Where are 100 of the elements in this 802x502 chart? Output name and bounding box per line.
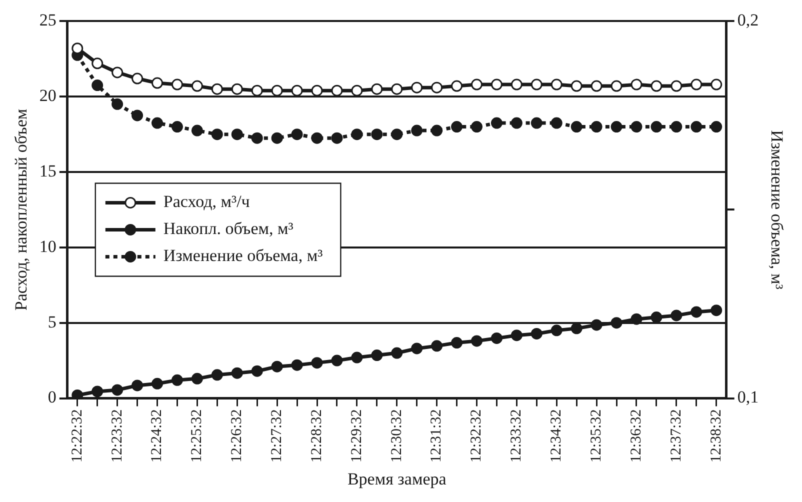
point [471, 78, 482, 90]
point [630, 313, 642, 325]
point [550, 78, 562, 90]
point [650, 80, 662, 92]
x-tick-label: 12:28:32 [308, 409, 325, 463]
point [331, 354, 343, 366]
point [530, 78, 542, 90]
point [411, 82, 423, 94]
point [92, 386, 104, 398]
legend-label: Расход, м³/ч [163, 192, 250, 212]
y2-axis-title: Изменение объема, м³ [767, 130, 786, 290]
point [171, 78, 183, 90]
x-tick-label: 12:32:32 [468, 409, 485, 463]
point [152, 77, 164, 89]
point [311, 357, 323, 369]
x-tick-label: 12:30:32 [388, 409, 405, 463]
point [471, 335, 482, 347]
point [670, 310, 682, 322]
x-tick-label: 12:35:32 [588, 409, 604, 463]
point [590, 80, 602, 92]
point [650, 121, 662, 133]
point [112, 66, 124, 78]
point [311, 84, 323, 96]
point [510, 330, 522, 342]
y-tick-label: 5 [48, 312, 56, 332]
point [610, 121, 622, 133]
point [211, 83, 223, 95]
x-axis-title: Время замера [347, 469, 447, 488]
y-tick-label: 0 [48, 388, 56, 407]
point [291, 359, 303, 371]
point [311, 132, 323, 144]
point [271, 360, 283, 372]
x-tick-label: 12:37:32 [668, 409, 684, 463]
point [510, 78, 522, 90]
point [191, 80, 203, 92]
point [231, 83, 243, 95]
y2-tick-label: 0,2 [737, 10, 759, 30]
x-tick-label: 12:31:32 [428, 409, 445, 463]
point [411, 124, 423, 136]
y-tick-label: 15 [39, 161, 56, 180]
x-tick-label: 12:27:32 [269, 409, 286, 463]
point [132, 72, 144, 84]
point [391, 83, 403, 95]
point [231, 128, 243, 140]
point [191, 124, 203, 136]
y2-tick-label: 0,1 [737, 388, 759, 407]
point [351, 352, 363, 364]
point [610, 80, 622, 92]
point [271, 132, 283, 144]
point [570, 121, 582, 133]
point [490, 332, 502, 344]
point [490, 117, 502, 129]
point [132, 110, 144, 122]
point [710, 121, 722, 133]
point [251, 84, 263, 96]
x-tick-label: 12:24:32 [149, 409, 166, 463]
point [171, 121, 183, 133]
point [670, 80, 682, 92]
point [510, 117, 522, 129]
point [690, 306, 702, 318]
point [251, 365, 263, 377]
point [231, 367, 243, 379]
point [710, 78, 722, 90]
point [650, 312, 662, 324]
point [191, 372, 203, 384]
point [690, 78, 702, 90]
x-tick-label: 12:25:32 [189, 409, 206, 463]
point [550, 117, 562, 129]
point [471, 121, 482, 133]
point [331, 132, 343, 144]
x-tick-label: 12:33:32 [508, 409, 525, 463]
point [351, 84, 363, 96]
point [431, 124, 443, 136]
point [670, 121, 682, 133]
point [92, 58, 104, 70]
point [112, 384, 124, 396]
point [371, 128, 383, 140]
x-tick-label: 12:34:32 [548, 409, 565, 463]
point [570, 80, 582, 92]
legend-label: Накопл. объем, м³ [163, 219, 294, 238]
point [171, 374, 183, 386]
point [590, 121, 602, 133]
point [490, 78, 502, 90]
point [92, 80, 104, 92]
point [710, 304, 722, 316]
point [371, 350, 383, 362]
point [331, 84, 343, 96]
point [132, 380, 144, 392]
point [431, 82, 443, 94]
x-tick-label: 12:22:32 [69, 409, 86, 463]
point [570, 322, 582, 334]
point [530, 328, 542, 340]
point [72, 42, 84, 54]
point [391, 347, 403, 359]
point [550, 324, 562, 336]
x-tick-label: 12:38:32 [708, 409, 724, 463]
point [411, 342, 423, 354]
point [391, 128, 403, 140]
point [530, 117, 542, 129]
point [152, 117, 164, 129]
